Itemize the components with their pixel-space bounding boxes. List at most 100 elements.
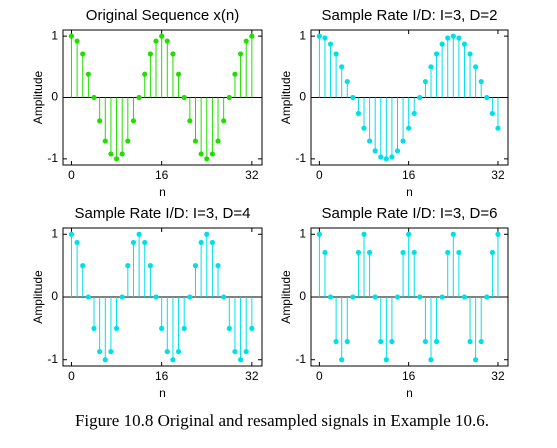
stem-marker <box>142 71 148 77</box>
stem-marker <box>102 357 108 363</box>
stem-marker <box>372 148 378 154</box>
stem-marker <box>221 118 227 124</box>
stem-marker <box>355 249 362 256</box>
stem-marker <box>422 338 429 345</box>
stem-marker <box>232 348 238 355</box>
plot-frame <box>62 227 263 367</box>
stem-marker <box>125 138 131 144</box>
stem-marker <box>461 294 468 300</box>
stem-marker <box>237 51 244 57</box>
stem-marker <box>495 125 501 131</box>
stem-marker <box>473 357 479 363</box>
stem-marker <box>249 33 255 39</box>
y-axis-label: Amplitude <box>31 270 45 324</box>
y-tick-label: 0 <box>51 90 58 104</box>
stem-marker <box>484 294 490 300</box>
y-tick-label: -1 <box>47 151 58 165</box>
stem-marker <box>355 110 362 117</box>
stem-marker <box>209 239 215 246</box>
figure-caption: Figure 10.8 Original and resampled signa… <box>75 411 489 430</box>
subplot-title: Sample Rate I/D: I=3, D=4 <box>75 205 251 222</box>
stem-marker <box>175 71 182 77</box>
stem-marker <box>344 338 350 345</box>
stem-marker <box>204 231 210 237</box>
stem-marker <box>467 51 473 57</box>
subplot-title: Sample Rate I/D: I=3, D=6 <box>322 205 498 222</box>
stem-marker <box>130 118 137 124</box>
stem-marker <box>417 94 423 101</box>
stem-marker <box>422 78 429 85</box>
stem-marker <box>164 38 170 44</box>
stem-marker <box>327 294 334 300</box>
stem-marker <box>175 348 182 355</box>
stem-marker <box>484 94 490 101</box>
x-axis-label: n <box>159 386 166 400</box>
stem-marker <box>153 294 159 300</box>
plot-frame <box>310 227 509 367</box>
stem-marker <box>473 64 479 70</box>
stem-marker <box>187 118 193 124</box>
stem-marker <box>378 338 384 345</box>
stem-marker <box>142 239 148 246</box>
stem-marker <box>400 249 406 256</box>
stem-marker <box>74 38 80 44</box>
stem-marker <box>394 294 401 300</box>
stem-marker <box>439 41 445 47</box>
stem-marker <box>344 78 350 85</box>
stem-marker <box>74 239 80 246</box>
y-tick-label: -1 <box>295 151 306 165</box>
stem-marker <box>85 71 91 77</box>
y-tick-label: 0 <box>299 90 306 104</box>
x-tick-label: 32 <box>245 168 259 182</box>
stem-marker <box>102 138 108 144</box>
stem-marker <box>316 231 322 237</box>
y-tick-label: 1 <box>299 28 306 42</box>
stem-marker <box>237 357 244 363</box>
stem-marker <box>366 249 373 256</box>
stem-marker <box>181 325 187 331</box>
stem-marker <box>467 338 473 345</box>
subplot: Original Sequence x(n) n Amplitude 0 16 32 -1 0… <box>31 7 263 199</box>
stem-marker <box>478 338 484 345</box>
stem-marker <box>215 138 221 144</box>
y-axis-label: Amplitude <box>31 71 45 125</box>
stem-marker <box>327 41 334 47</box>
x-tick-label: 32 <box>245 369 259 383</box>
stem-marker <box>383 357 389 363</box>
y-axis-label: Amplitude <box>279 270 293 324</box>
stem-marker <box>322 35 328 41</box>
stem-marker <box>130 239 137 246</box>
x-tick-label: 0 <box>68 369 75 383</box>
stem-marker <box>445 249 451 256</box>
stem-marker <box>97 348 103 355</box>
stem-marker <box>187 294 193 300</box>
stem-marker <box>489 249 495 256</box>
stem-marker <box>249 325 255 331</box>
x-tick-label: 16 <box>155 369 169 383</box>
stem-marker <box>489 110 495 117</box>
y-tick-label: 0 <box>299 289 306 303</box>
x-tick-label: 0 <box>68 168 75 182</box>
stem-marker <box>428 64 434 70</box>
plot-frame <box>62 29 263 166</box>
stem-marker <box>450 33 456 39</box>
x-axis-label: n <box>406 386 413 400</box>
stem-marker <box>406 125 412 131</box>
x-tick-label: 16 <box>402 369 416 383</box>
stem-marker <box>316 33 322 39</box>
subplot: Sample Rate I/D: I=3, D=6 n Amplitude 0 16 32… <box>279 205 509 400</box>
stem-marker <box>113 325 120 331</box>
stem-marker <box>159 325 165 331</box>
stem-marker <box>232 71 238 77</box>
stem-marker <box>226 94 232 101</box>
x-tick-label: 32 <box>491 369 505 383</box>
stem-marker <box>136 231 142 237</box>
x-tick-label: 16 <box>155 168 169 182</box>
x-tick-label: 32 <box>491 168 505 182</box>
stem-marker <box>119 294 125 300</box>
stem-marker <box>164 348 170 355</box>
stem-marker <box>198 239 204 246</box>
stem-marker <box>333 51 339 57</box>
stem-marker <box>147 263 153 269</box>
stem-marker <box>221 294 227 300</box>
